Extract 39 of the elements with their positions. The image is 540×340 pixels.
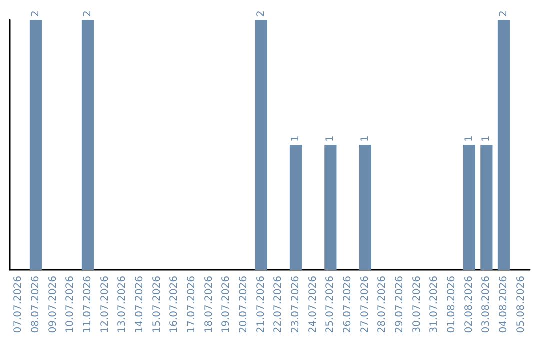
x-tick-label: 15.07.2026 [152, 276, 163, 334]
x-tick-label: 31.07.2026 [429, 276, 440, 334]
x-tick-label: 03.08.2026 [481, 276, 492, 334]
x-tick-label: 28.07.2026 [377, 276, 388, 334]
x-tick-label: 23.07.2026 [290, 276, 302, 334]
x-tick-label: 18.07.2026 [204, 276, 215, 334]
x-tick-label: 11.07.2026 [82, 276, 94, 334]
x-tick-label: 01.08.2026 [446, 276, 458, 334]
data-label: 2 [256, 10, 267, 17]
x-tick-label: 27.07.2026 [360, 276, 371, 334]
data-label: 1 [481, 136, 492, 142]
x-tick-label: 09.07.2026 [48, 276, 59, 334]
x-tick-label: 22.07.2026 [273, 276, 284, 334]
data-label: 2 [30, 10, 42, 17]
x-tick-label: 25.07.2026 [325, 276, 336, 334]
x-tick-label: 14.07.2026 [134, 276, 146, 334]
x-tick-label: 08.07.2026 [30, 276, 42, 334]
x-tick-label: 29.07.2026 [394, 276, 406, 334]
x-tick-label: 05.08.2026 [516, 276, 527, 334]
data-label: 1 [290, 136, 302, 142]
x-tick-label: 19.07.2026 [221, 276, 232, 334]
x-tick-label: 30.07.2026 [412, 276, 423, 334]
x-tick-label: 07.07.2026 [13, 276, 24, 334]
x-tick-label: 16.07.2026 [169, 276, 180, 334]
x-tick-label: 24.07.2026 [308, 276, 319, 334]
x-tick-label: 10.07.2026 [65, 276, 76, 334]
x-tick-label: 02.08.2026 [464, 276, 475, 334]
x-tick-label: 12.07.2026 [100, 276, 111, 334]
data-label: 1 [360, 136, 371, 142]
x-tick-label: 04.08.2026 [498, 276, 510, 334]
x-tick-label: 17.07.2026 [186, 276, 198, 334]
data-label: 2 [498, 10, 510, 17]
x-tick-label: 20.07.2026 [238, 276, 250, 334]
data-label: 2 [82, 10, 94, 17]
data-label: 1 [464, 136, 475, 142]
x-tick-label: 26.07.2026 [342, 276, 354, 334]
data-label: 1 [325, 136, 336, 142]
x-tick-label: 13.07.2026 [117, 276, 128, 334]
x-tick-label: 21.07.2026 [256, 276, 267, 334]
